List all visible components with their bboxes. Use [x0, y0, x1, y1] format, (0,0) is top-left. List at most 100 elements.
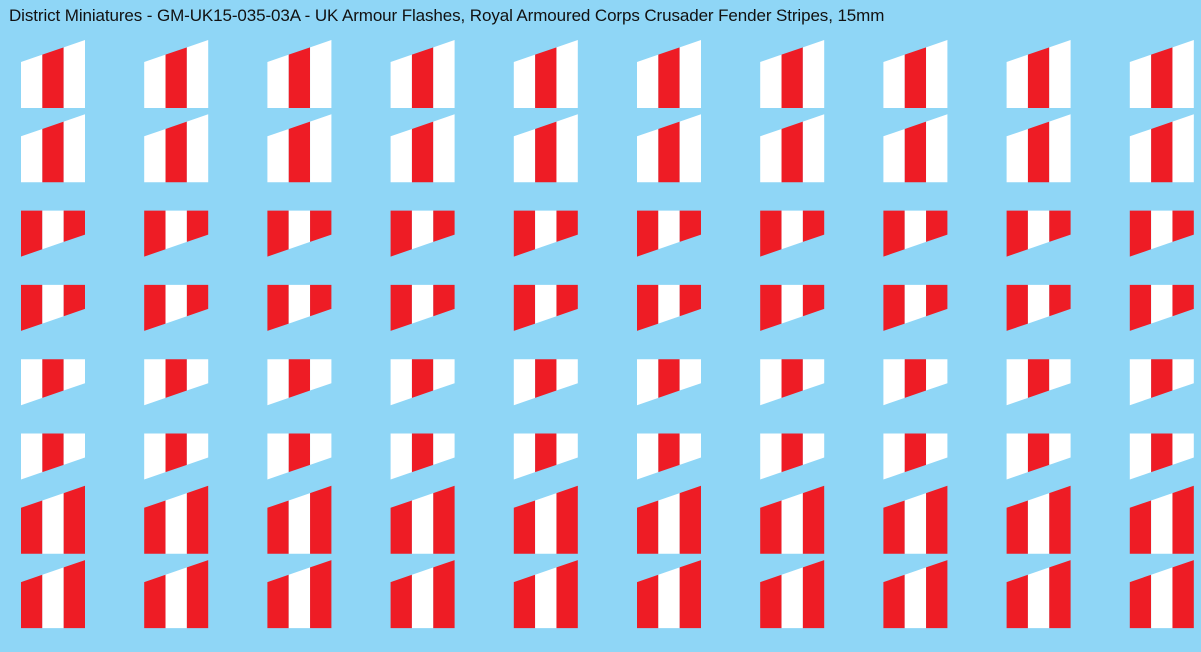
- white-stripe: [1172, 433, 1194, 465]
- white-stripe: [781, 493, 803, 554]
- red-stripe: [802, 284, 825, 317]
- red-stripe: [556, 210, 578, 242]
- red-stripe: [63, 210, 85, 242]
- flash-decal: [883, 560, 948, 629]
- flash-decal: [760, 359, 825, 406]
- white-stripe: [535, 567, 557, 629]
- flash-decal: [21, 485, 85, 554]
- flash-decal: [390, 560, 455, 629]
- red-stripe: [883, 500, 905, 554]
- red-stripe: [267, 210, 289, 257]
- red-stripe: [658, 47, 680, 108]
- white-stripe: [637, 128, 659, 183]
- red-stripe: [781, 47, 803, 108]
- flash-decal: [390, 485, 455, 554]
- white-stripe: [411, 567, 434, 629]
- red-stripe: [679, 560, 701, 629]
- white-stripe: [679, 40, 701, 108]
- white-stripe: [1006, 54, 1028, 108]
- flash-decal: [1129, 433, 1194, 480]
- red-stripe: [513, 210, 536, 257]
- red-stripe: [1129, 210, 1152, 257]
- red-stripe: [21, 210, 43, 257]
- white-stripe: [411, 493, 434, 554]
- red-stripe: [535, 121, 557, 183]
- red-stripe: [679, 485, 701, 554]
- red-stripe: [904, 121, 927, 183]
- white-stripe: [535, 493, 557, 554]
- flash-decal: [144, 359, 209, 406]
- white-stripe: [1049, 433, 1071, 465]
- white-stripe: [390, 359, 412, 406]
- white-stripe: [760, 128, 782, 183]
- white-stripe: [21, 359, 43, 406]
- red-stripe: [637, 574, 659, 629]
- white-stripe: [513, 433, 536, 480]
- white-stripe: [883, 54, 905, 108]
- flash-decal: [637, 433, 701, 480]
- red-stripe: [556, 284, 578, 317]
- flash-decal: [144, 114, 209, 183]
- white-stripe: [1027, 567, 1050, 629]
- flash-decal: [390, 114, 455, 183]
- flash-decal: [1129, 560, 1194, 629]
- red-stripe: [288, 47, 311, 108]
- red-stripe: [658, 433, 680, 473]
- red-stripe: [926, 284, 948, 317]
- flash-decal: [1006, 485, 1071, 554]
- white-stripe: [904, 493, 927, 554]
- flash-decal: [1129, 114, 1194, 183]
- red-stripe: [1027, 121, 1050, 183]
- white-stripe: [267, 433, 289, 480]
- flash-decal: [760, 433, 825, 480]
- red-stripe: [1129, 500, 1152, 554]
- white-stripe: [144, 433, 166, 480]
- white-stripe: [144, 128, 166, 183]
- flash-decal: [513, 284, 578, 331]
- red-stripe: [926, 485, 948, 554]
- flash-decal: [144, 210, 209, 257]
- red-stripe: [883, 210, 905, 257]
- red-stripe: [904, 433, 927, 473]
- red-stripe: [42, 433, 64, 473]
- red-stripe: [411, 121, 434, 183]
- flash-decal: [1006, 284, 1071, 331]
- white-stripe: [658, 284, 680, 324]
- white-stripe: [679, 114, 701, 183]
- flash-decal: [1006, 359, 1071, 406]
- flash-decal: [390, 284, 455, 331]
- white-stripe: [802, 40, 825, 108]
- white-stripe: [267, 54, 289, 108]
- white-stripe: [513, 128, 536, 183]
- red-stripe: [411, 47, 434, 108]
- red-stripe: [1027, 433, 1050, 473]
- red-stripe: [760, 500, 782, 554]
- white-stripe: [658, 493, 680, 554]
- red-stripe: [535, 359, 557, 398]
- white-stripe: [781, 210, 803, 250]
- red-stripe: [926, 560, 948, 629]
- red-stripe: [144, 210, 166, 257]
- red-stripe: [310, 284, 332, 317]
- red-stripe: [1027, 47, 1050, 108]
- white-stripe: [1151, 493, 1173, 554]
- white-stripe: [1006, 359, 1028, 406]
- white-stripe: [21, 54, 43, 108]
- red-stripe: [42, 47, 64, 108]
- flash-decal: [267, 40, 332, 108]
- flash-decal: [1006, 433, 1071, 480]
- white-stripe: [63, 433, 85, 465]
- white-stripe: [42, 493, 64, 554]
- red-stripe: [1049, 210, 1071, 242]
- flash-decal: [144, 284, 209, 331]
- flash-decal: [760, 40, 825, 108]
- red-stripe: [1172, 284, 1194, 317]
- red-stripe: [1006, 574, 1028, 629]
- red-stripe: [513, 574, 536, 629]
- white-stripe: [1049, 359, 1071, 391]
- white-stripe: [1129, 359, 1152, 406]
- white-stripe: [390, 54, 412, 108]
- red-stripe: [1027, 359, 1050, 398]
- white-stripe: [144, 359, 166, 406]
